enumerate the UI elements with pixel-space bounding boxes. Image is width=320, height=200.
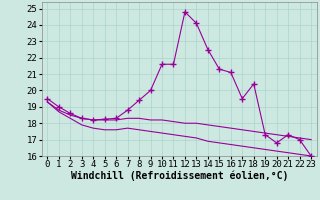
X-axis label: Windchill (Refroidissement éolien,°C): Windchill (Refroidissement éolien,°C) xyxy=(70,171,288,181)
